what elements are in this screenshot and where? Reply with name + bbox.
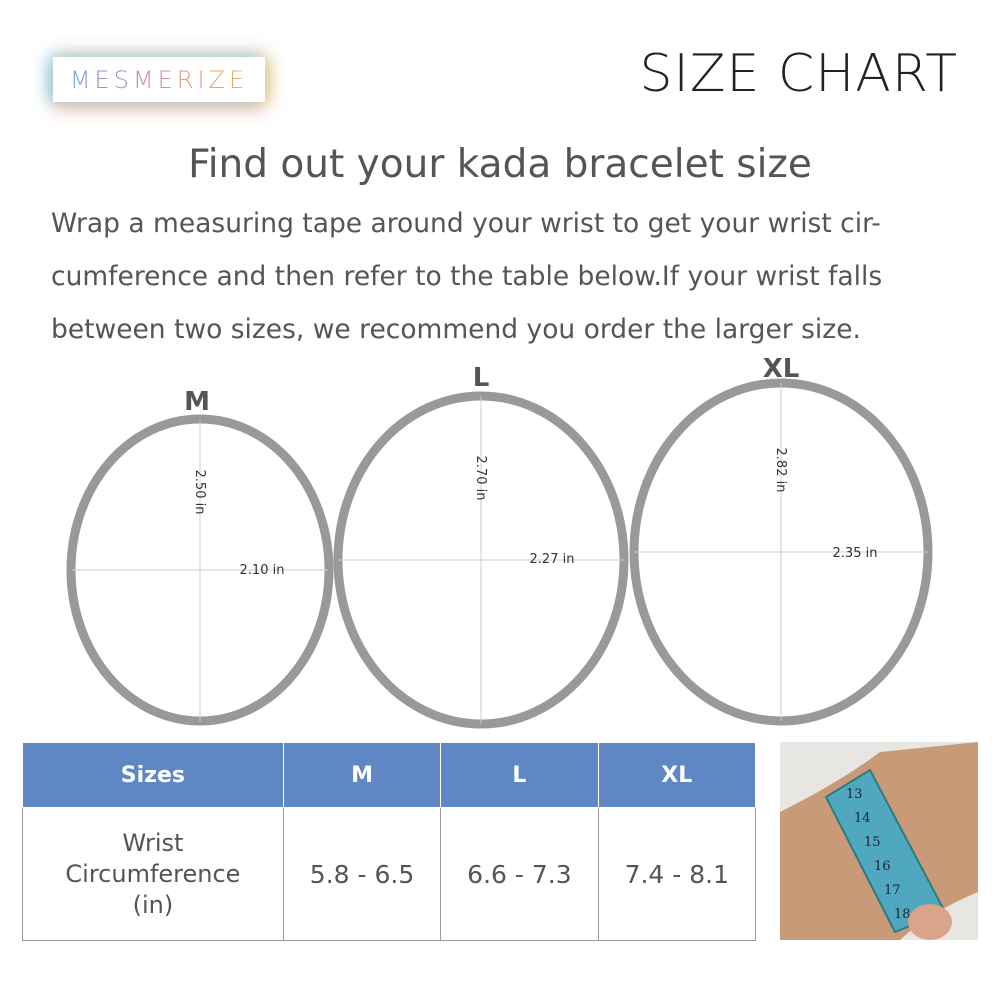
brand-logo: MESMERIZE	[53, 57, 265, 102]
height-label: 2.82 in	[773, 448, 788, 493]
width-label: 2.35 in	[833, 546, 878, 561]
height-label: 2.50 in	[192, 470, 207, 515]
svg-text:16: 16	[874, 859, 891, 874]
svg-text:15: 15	[864, 835, 881, 850]
bracelet-diagram: M 2.50 in 2.10 in L 2.70 in 2.27 in XL 2…	[66, 354, 933, 729]
cell-xl: 7.4 - 8.1	[597, 807, 757, 941]
svg-text:13: 13	[846, 787, 863, 802]
cell-m: 5.8 - 6.5	[282, 807, 442, 941]
header-m: M	[282, 742, 442, 808]
ring-l: L 2.70 in 2.27 in	[333, 363, 629, 729]
svg-text:14: 14	[854, 811, 871, 826]
width-label: 2.27 in	[530, 552, 575, 567]
heading: Find out your kada bracelet size	[188, 142, 812, 187]
height-label: 2.70 in	[473, 456, 488, 501]
row-label: Wrist Circumference (in)	[22, 807, 284, 941]
instructions: Wrap a measuring tape around your wrist …	[51, 208, 883, 345]
size-label: XL	[763, 354, 800, 384]
size-label: L	[473, 363, 490, 393]
ring-xl: XL 2.82 in 2.35 in	[629, 354, 933, 726]
size-label: M	[184, 387, 210, 417]
width-label: 2.10 in	[240, 563, 285, 578]
page-title: SIZE CHART	[639, 44, 958, 104]
table-header-row: Sizes M L XL	[22, 742, 757, 808]
cell-l: 6.6 - 7.3	[440, 807, 599, 941]
wrist-measuring-photo: 13 14 15 16 17 18	[780, 742, 978, 940]
size-table: Sizes M L XL Wrist Circumference (in) 5.8 …	[22, 742, 757, 941]
header-l: L	[440, 742, 599, 808]
svg-text:17: 17	[884, 883, 901, 898]
ring-m: M 2.50 in 2.10 in	[66, 387, 334, 726]
header-xl: XL	[597, 742, 757, 808]
table-row: Wrist Circumference (in) 5.8 - 6.5 6.6 - 7…	[22, 807, 757, 941]
header-sizes: Sizes	[22, 742, 284, 808]
svg-text:18: 18	[894, 907, 911, 922]
